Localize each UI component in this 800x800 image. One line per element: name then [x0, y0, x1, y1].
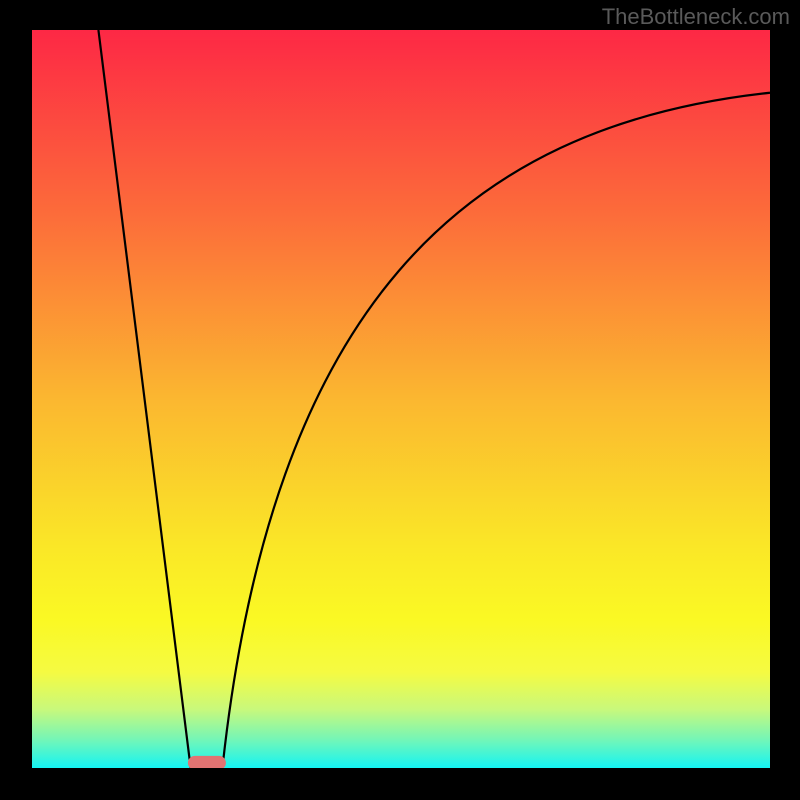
gradient-background [32, 30, 770, 768]
bottleneck-chart [0, 0, 800, 800]
optimal-marker [188, 756, 226, 770]
watermark-text: TheBottleneck.com [602, 4, 790, 30]
chart-container: TheBottleneck.com [0, 0, 800, 800]
